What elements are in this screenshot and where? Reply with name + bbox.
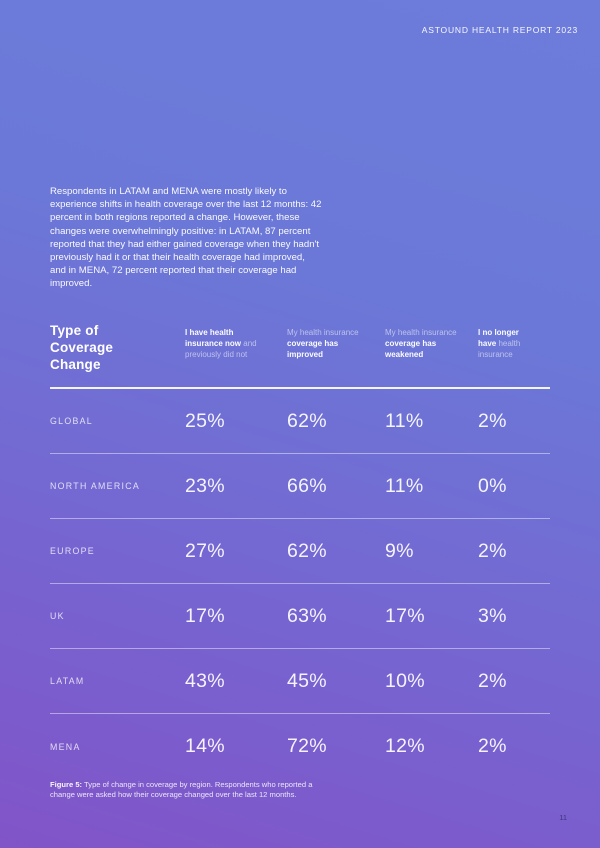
table-row-latam: LATAM 43% 45% 10% 2% <box>50 649 550 714</box>
value-cell: 17% <box>185 604 225 627</box>
column-header-lost-coverage: I no longer have health insurance <box>478 322 550 360</box>
table-row-europe: EUROPE 27% 62% 9% 2% <box>50 519 550 584</box>
figure-caption-text: Type of change in coverage by region. Re… <box>50 780 313 800</box>
region-label: LATAM <box>50 676 85 686</box>
value-cell: 2% <box>478 735 507 757</box>
value-cell: 45% <box>287 669 327 692</box>
value-cell: 11% <box>385 409 424 432</box>
region-label: MENA <box>50 741 81 752</box>
value-cell: 3% <box>478 604 507 627</box>
column-header-strong-text: coverage has improved <box>287 338 339 359</box>
value-cell: 66% <box>287 474 327 497</box>
value-cell: 2% <box>478 669 507 692</box>
value-cell: 2% <box>478 409 507 432</box>
value-cell: 12% <box>385 735 425 757</box>
column-header-strong-text: I have health insurance now <box>185 328 242 348</box>
value-cell: 27% <box>185 539 225 562</box>
value-cell: 17% <box>385 604 425 627</box>
table-row-north-america: NORTH AMERICA 23% 66% 11% 0% <box>50 454 550 519</box>
column-header-strong-text: I no longer have <box>478 328 519 348</box>
value-cell: 11% <box>385 474 424 497</box>
value-cell: 14% <box>185 735 225 757</box>
value-cell: 25% <box>185 409 225 432</box>
report-title-header: ASTOUND HEALTH REPORT 2023 <box>421 25 578 35</box>
table-row-global: GLOBAL 25% 62% 11% 2% <box>50 389 550 454</box>
value-cell: 72% <box>287 735 327 757</box>
value-cell: 62% <box>287 539 327 562</box>
value-cell: 43% <box>185 669 225 692</box>
region-label: EUROPE <box>50 546 95 556</box>
region-label: GLOBAL <box>50 416 94 426</box>
table-row-uk: UK 17% 63% 17% 3% <box>50 584 550 649</box>
column-header-coverage-weakened: My health insurance coverage has weakene… <box>385 322 478 360</box>
value-cell: 2% <box>478 539 507 562</box>
value-cell: 0% <box>478 474 507 497</box>
column-header-strong-text: coverage has weakened <box>385 338 437 359</box>
intro-paragraph: Respondents in LATAM and MENA were mostl… <box>50 186 322 290</box>
value-cell: 63% <box>287 604 327 627</box>
value-cell: 10% <box>385 669 425 692</box>
value-cell: 23% <box>185 474 225 497</box>
column-header-muted-text: My health insurance <box>385 328 457 337</box>
table-row-mena: MENA 14% 72% 12% 2% <box>50 714 550 779</box>
table-title: Type of Coverage Change <box>50 323 114 372</box>
column-header-coverage-improved: My health insurance coverage has improve… <box>287 322 385 360</box>
value-cell: 9% <box>385 539 414 562</box>
page-number: 11 <box>559 813 567 822</box>
column-header-gained-coverage: I have health insurance now and previous… <box>185 322 287 360</box>
region-label: UK <box>50 611 65 621</box>
coverage-change-table: Type of Coverage Change I have health in… <box>50 322 550 779</box>
figure-caption-label: Figure 5: <box>50 780 83 789</box>
column-header-muted-text: and previously did not <box>185 338 257 359</box>
region-label: NORTH AMERICA <box>50 481 141 491</box>
column-header-muted-text: My health insurance <box>287 328 359 337</box>
column-header-muted-text: health insurance <box>478 338 521 359</box>
table-header-row: Type of Coverage Change I have health in… <box>50 322 550 389</box>
value-cell: 62% <box>287 409 327 432</box>
figure-caption: Figure 5: Type of change in coverage by … <box>50 780 315 800</box>
